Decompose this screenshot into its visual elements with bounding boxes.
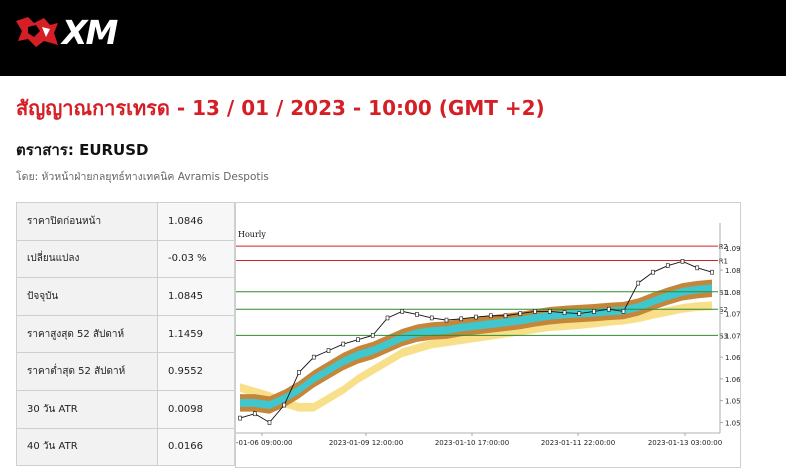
x-tick-label: 2023-01-09 12:00:00 (329, 439, 403, 447)
price-point (577, 311, 582, 316)
stats-row: ราคาสูงสุด 52 สัปดาห์ 1.1459 (16, 314, 235, 354)
level-label-s2: S2 (719, 306, 728, 314)
stat-label: เปลี่ยนแปลง (16, 239, 158, 279)
price-point (267, 420, 272, 425)
price-point (326, 348, 331, 353)
stats-row: 30 วัน ATR 0.0098 (16, 389, 235, 429)
price-point (695, 265, 700, 271)
page-title: สัญญาณการเทรด - 13 / 01 / 2023 - 10:00 (… (16, 96, 545, 120)
x-tick-label: 3-01-06 09:00:00 (236, 439, 292, 447)
price-point (252, 411, 257, 417)
author-line: โดย: หัวหน้าฝ่ายกลยุทธ์ทางเทคนิค Avramis… (16, 171, 269, 183)
site-header: XM (0, 0, 786, 76)
stat-value: 0.0098 (157, 389, 235, 429)
price-point (562, 310, 567, 316)
price-point (429, 315, 434, 321)
price-point (488, 313, 493, 319)
stat-value: 1.0846 (157, 202, 235, 241)
stat-label: ราคาปิดก่อนหน้า (16, 202, 158, 241)
stat-value: 1.0845 (157, 277, 235, 316)
stats-row: ราคาต่ำสุด 52 สัปดาห์ 0.9552 (16, 352, 235, 391)
price-point (459, 316, 464, 322)
price-point (651, 269, 655, 275)
y-tick-label: 1.0600 (725, 376, 740, 384)
stat-label: ราคาต่ำสุด 52 สัปดาห์ (16, 352, 158, 391)
cyan-band (240, 284, 712, 409)
price-point (311, 354, 316, 360)
stat-value: -0.03 % (157, 239, 235, 279)
price-point (400, 309, 405, 314)
stat-label: ราคาสูงสุด 52 สัปดาห์ (16, 314, 158, 354)
stat-label: 40 วัน ATR (16, 427, 158, 467)
price-point (710, 269, 714, 275)
price-point (341, 341, 346, 347)
price-chart: Hourly R2 R1 S1 S2 S3 1.0900 1.0850 1.0800 1.0750… (235, 202, 741, 468)
stats-row: ราคาปิดก่อนหน้า 1.0846 (16, 202, 235, 241)
price-point (385, 315, 390, 321)
price-point (444, 317, 449, 323)
level-label-s1: S1 (719, 289, 728, 297)
price-point (592, 309, 596, 314)
stat-value: 0.0166 (157, 427, 235, 467)
x-tick-label: 2023-01-11 22:00:00 (541, 439, 615, 447)
price-point (636, 280, 641, 286)
instrument-label: ตราสาร: EURUSD (16, 141, 149, 159)
price-point (370, 333, 375, 338)
level-label-r1: R1 (719, 257, 728, 265)
stat-label: 30 วัน ATR (16, 389, 158, 429)
y-tick-label: 1.0900 (725, 245, 740, 253)
y-tick-label: 1.0850 (725, 267, 740, 275)
level-label-r2: R2 (719, 243, 728, 251)
price-point (415, 312, 419, 317)
price-point (518, 311, 523, 316)
brand-name: XM (62, 12, 118, 52)
stat-value: 1.1459 (157, 314, 235, 354)
stats-row: ปัจจุบัน 1.0845 (16, 277, 235, 316)
orange-band (240, 279, 712, 414)
y-tick-label: 1.0800 (725, 289, 740, 297)
price-point (533, 309, 537, 314)
stat-label: ปัจจุบัน (16, 277, 158, 316)
level-label-s3: S3 (719, 332, 728, 340)
y-tick-label: 1.0750 (725, 311, 740, 319)
stats-table: ราคาปิดก่อนหน้า 1.0846 เปลี่ยนแปลง -0.03 % ป… (16, 202, 235, 467)
price-point (503, 313, 508, 319)
price-point (665, 263, 670, 268)
price-point (356, 337, 360, 343)
y-tick-label: 1.0500 (725, 419, 740, 427)
stats-row: เปลี่ยนแปลง -0.03 % (16, 239, 235, 279)
bull-icon (16, 17, 58, 47)
chart-title: Hourly (238, 230, 266, 239)
y-tick-label: 1.0700 (725, 332, 740, 340)
chart-canvas: Hourly R2 R1 S1 S2 S3 1.0900 1.0850 1.0800 1.0750… (236, 223, 740, 447)
price-point (547, 309, 552, 314)
price-point (474, 314, 478, 320)
price-point (680, 259, 685, 264)
stats-row: 40 วัน ATR 0.0166 (16, 427, 235, 467)
price-point (606, 306, 611, 312)
x-tick-label: 2023-01-13 03:00:00 (648, 439, 722, 447)
stat-value: 0.9552 (157, 352, 235, 391)
price-point (297, 370, 301, 375)
y-tick-label: 1.0550 (725, 398, 740, 406)
price-point (621, 309, 626, 314)
y-tick-label: 1.0650 (725, 354, 740, 362)
price-point (238, 415, 242, 421)
price-point (282, 402, 287, 408)
x-tick-label: 2023-01-10 17:00:00 (435, 439, 509, 447)
xm-logo[interactable]: XM (14, 12, 118, 52)
